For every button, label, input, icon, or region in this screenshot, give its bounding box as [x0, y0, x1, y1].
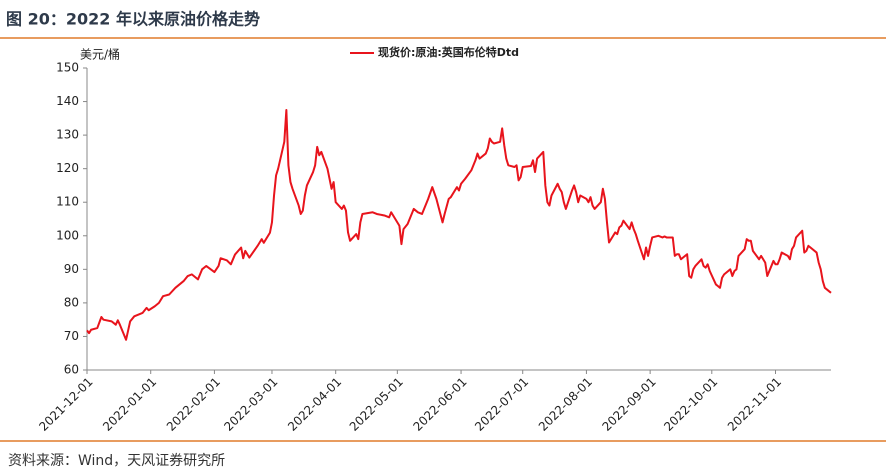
y-tick-label: 100	[56, 228, 79, 242]
y-tick-label: 80	[64, 295, 79, 309]
x-tick-label: 2022-01-01	[100, 375, 159, 434]
x-tick-label: 2022-10-01	[661, 375, 720, 434]
x-tick-label: 2022-02-01	[164, 375, 223, 434]
x-tick-label: 2022-04-01	[285, 375, 344, 434]
price-line	[86, 108, 832, 341]
x-tick-label: 2022-08-01	[536, 375, 595, 434]
y-axis-label: 美元/桶	[80, 47, 120, 62]
y-tick-label: 140	[56, 94, 79, 108]
x-tick-label: 2022-11-01	[725, 375, 784, 434]
y-tick-label: 60	[64, 363, 79, 377]
x-tick-label: 2022-03-01	[221, 375, 280, 434]
y-tick-label: 130	[56, 128, 79, 142]
y-tick-label: 70	[64, 329, 79, 343]
x-tick-label: 2022-05-01	[347, 375, 406, 434]
y-tick-label: 110	[56, 195, 79, 209]
y-tick-label: 90	[64, 262, 79, 276]
y-tick-label: 120	[56, 161, 79, 175]
y-tick-label: 150	[56, 61, 79, 75]
x-tick-label: 2022-09-01	[600, 375, 659, 434]
legend-label: 现货价:原油:英国布伦特Dtd	[378, 45, 519, 59]
chart-title: 图 20：2022 年以来原油价格走势	[6, 10, 260, 29]
x-tick-label: 2022-06-01	[410, 375, 469, 434]
x-tick-label: 2021-12-01	[36, 375, 95, 434]
x-tick-label: 2022-07-01	[472, 375, 531, 434]
source-note: 资料来源：Wind，天风证券研究所	[8, 453, 225, 469]
